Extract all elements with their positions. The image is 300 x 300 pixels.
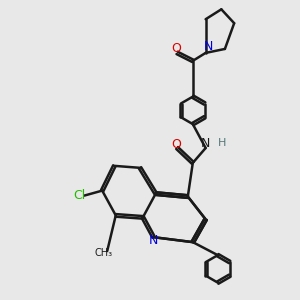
Text: H: H [218,138,226,148]
Text: O: O [171,42,181,55]
Text: CH₃: CH₃ [94,248,113,258]
Text: Cl: Cl [74,189,86,202]
Text: N: N [149,234,158,247]
Text: O: O [171,138,181,151]
Text: N: N [201,137,210,150]
Text: N: N [203,40,213,53]
